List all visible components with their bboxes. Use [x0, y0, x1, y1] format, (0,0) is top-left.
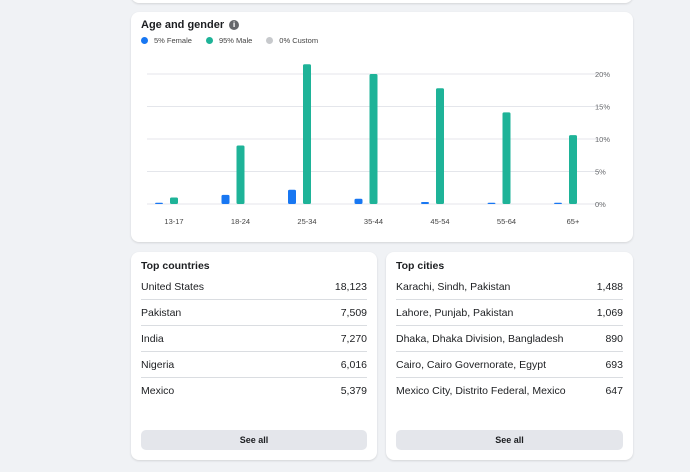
previous-card-edge	[131, 0, 633, 3]
list-item: Mexico 5,379	[141, 378, 367, 404]
bar-male-13-17[interactable]	[170, 197, 178, 205]
x-tick-label: 13-17	[164, 217, 183, 226]
list-item: United States 18,123	[141, 274, 367, 300]
bar-male-65+[interactable]	[569, 135, 577, 204]
age-gender-chart: 20% 15% 10% 5% 0% 13-17 18-24 25-34 35-44 45-54 55…	[147, 64, 610, 226]
bar-female-55-64[interactable]	[487, 202, 496, 204]
bar-male-18-24[interactable]	[236, 145, 245, 205]
legend-dot-female	[141, 37, 148, 44]
info-icon[interactable]: i	[229, 20, 240, 30]
city-value: 693	[605, 358, 623, 371]
city-value: 1,069	[596, 306, 623, 319]
chart-legend: 5% Female 95% Male 0% Custom	[141, 36, 332, 45]
country-name: Mexico	[141, 385, 175, 397]
city-value: 647	[605, 385, 623, 397]
legend-dot-custom	[266, 37, 274, 44]
list-item: Nigeria 6,016	[141, 352, 367, 378]
x-tick-label: 65+	[567, 217, 580, 226]
x-tick-label: 18-24	[231, 217, 250, 226]
list-item: Karachi, Sindh, Pakistan 1,488	[396, 274, 623, 300]
country-name: India	[141, 332, 164, 345]
bar-female-13-17[interactable]	[155, 202, 163, 204]
x-tick-label: 55-64	[497, 217, 516, 226]
city-name: Karachi, Sindh, Pakistan	[396, 280, 511, 293]
y-tick-label: 5%	[595, 168, 606, 177]
legend-label-male: 95% Male	[218, 36, 253, 45]
age-gender-title-text: Age and gender	[141, 19, 225, 31]
list-item: Pakistan 7,509	[141, 300, 367, 326]
list-item: Lahore, Punjab, Pakistan 1,069	[396, 300, 623, 326]
city-value: 890	[605, 332, 623, 345]
x-tick-label: 25-34	[297, 217, 316, 226]
see-all-cities-button[interactable]: See all	[396, 430, 623, 450]
bar-male-25-34[interactable]	[303, 64, 311, 204]
bar-male-55-64[interactable]	[502, 112, 511, 204]
age-gender-title: Age and gender i	[141, 19, 240, 31]
country-name: Pakistan	[141, 306, 182, 319]
country-value: 7,270	[340, 332, 367, 345]
list-item: Dhaka, Dhaka Division, Bangladesh 890	[396, 326, 623, 352]
see-all-countries-button[interactable]: See all	[141, 430, 367, 450]
bar-female-35-44[interactable]	[354, 198, 363, 204]
bar-female-45-54[interactable]	[421, 202, 429, 204]
country-value: 5,379	[340, 385, 367, 397]
city-name: Mexico City, Distrito Federal, Mexico	[396, 385, 566, 397]
age-gender-card: Age and gender i 5% Female 95% Male 0% C…	[131, 12, 633, 242]
list-item: Mexico City, Distrito Federal, Mexico 64…	[396, 378, 623, 404]
legend-label-female: 5% Female	[154, 36, 192, 45]
legend-item-male: 95% Male	[205, 36, 253, 45]
city-value: 1,488	[596, 280, 623, 293]
country-value: 7,509	[340, 306, 367, 319]
country-name: United States	[141, 280, 205, 293]
legend-item-custom: 0% Custom	[266, 36, 318, 45]
bar-female-18-24[interactable]	[221, 194, 230, 204]
x-tick-label: 45-54	[430, 217, 449, 226]
country-name: Nigeria	[141, 358, 175, 371]
country-value: 18,123	[334, 280, 367, 293]
country-value: 6,016	[340, 358, 367, 371]
city-name: Cairo, Cairo Governorate, Egypt	[396, 358, 546, 371]
bar-male-45-54[interactable]	[436, 88, 444, 204]
legend-item-female: 5% Female	[141, 36, 192, 45]
bar-female-25-34[interactable]	[288, 189, 296, 204]
top-cities-list: Karachi, Sindh, Pakistan 1,488 Lahore, P…	[396, 274, 623, 404]
top-countries-title: Top countries	[141, 260, 210, 272]
y-tick-label: 0%	[595, 200, 606, 209]
top-cities-title: Top cities	[396, 260, 445, 272]
y-tick-label: 20%	[595, 70, 610, 79]
top-cities-card: Top cities Karachi, Sindh, Pakistan 1,48…	[386, 252, 633, 460]
bar-female-65+[interactable]	[554, 202, 562, 204]
city-name: Dhaka, Dhaka Division, Bangladesh	[396, 332, 564, 345]
list-item: India 7,270	[141, 326, 367, 352]
city-name: Lahore, Punjab, Pakistan	[396, 306, 514, 319]
top-countries-list: United States 18,123 Pakistan 7,509 Indi…	[141, 274, 367, 404]
legend-dot-male	[205, 37, 213, 44]
y-tick-label: 10%	[595, 135, 610, 144]
y-tick-label: 15%	[595, 103, 610, 112]
legend-label-custom: 0% Custom	[279, 36, 319, 45]
list-item: Cairo, Cairo Governorate, Egypt 693	[396, 352, 623, 378]
x-tick-label: 35-44	[364, 217, 383, 226]
top-countries-card: Top countries United States 18,123 Pakis…	[131, 252, 377, 460]
bar-male-35-44[interactable]	[369, 74, 378, 204]
